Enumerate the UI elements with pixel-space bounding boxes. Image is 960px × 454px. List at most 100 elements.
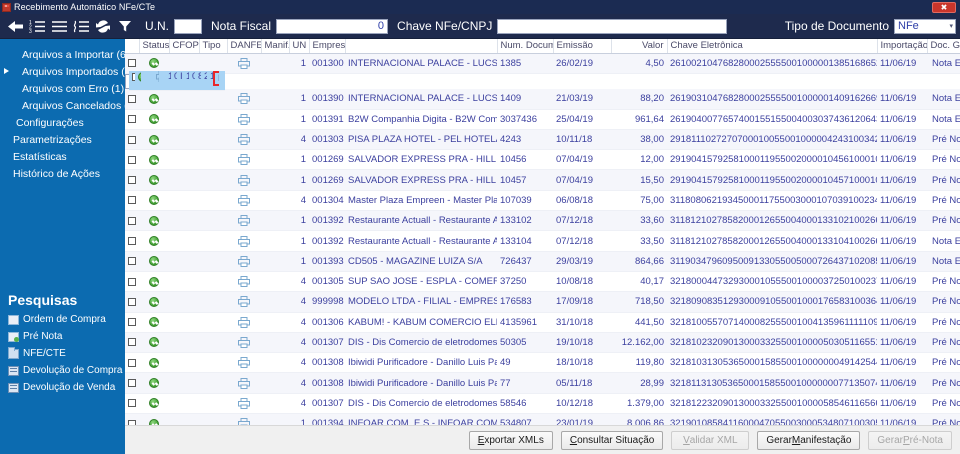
search-item-4[interactable]: Devolução de Venda <box>8 379 125 396</box>
table-row[interactable]: 4 001308 Ibiwidi Purificadore - Danillo Lu… <box>125 352 960 374</box>
danfe-print-icon-cell[interactable] <box>227 53 261 74</box>
printer-icon[interactable] <box>238 134 250 146</box>
table-row[interactable]: 4 001308 Ibiwidi Purificadore - Danillo Lu… <box>125 372 960 394</box>
search-item-3[interactable]: Devolução de Compra <box>8 362 125 379</box>
checkbox-icon[interactable] <box>128 257 136 266</box>
danfe-print-icon-cell[interactable] <box>227 393 261 415</box>
grid-col-check[interactable] <box>125 39 140 54</box>
danfe-print-icon-cell[interactable] <box>227 210 261 232</box>
checkbox-icon[interactable] <box>132 72 135 81</box>
checkbox-icon[interactable] <box>128 358 136 367</box>
printer-icon[interactable] <box>238 316 250 328</box>
grid-col-importacao[interactable]: Importação <box>877 39 928 54</box>
chave-input[interactable] <box>497 18 728 34</box>
table-row[interactable]: 1 001392 Restaurante Actuall - Restaurante… <box>125 210 960 232</box>
checkbox-icon[interactable] <box>128 94 136 103</box>
row-checkbox[interactable] <box>125 251 139 272</box>
grid-col-valor[interactable]: Valor <box>611 39 668 54</box>
checkbox-icon[interactable] <box>128 176 136 185</box>
un-input[interactable] <box>174 18 202 34</box>
checkbox-icon[interactable] <box>128 297 136 306</box>
grid-col-empresa[interactable] <box>345 39 498 54</box>
printer-icon[interactable] <box>238 113 250 125</box>
danfe-print-icon-cell[interactable] <box>227 332 261 354</box>
printer-icon[interactable] <box>238 93 250 105</box>
sidebar-item-6[interactable]: Estatísticas <box>0 148 125 165</box>
row-checkbox[interactable] <box>125 109 139 130</box>
sidebar-item-7[interactable]: Histórico de Ações <box>0 165 125 182</box>
sidebar-item-3[interactable]: Arquivos Cancelados (0) <box>0 97 137 114</box>
checkbox-icon[interactable] <box>128 379 136 388</box>
row-checkbox[interactable] <box>125 230 139 252</box>
row-checkbox[interactable] <box>125 352 139 374</box>
sidebar-item-1[interactable]: Arquivos Importados (95) <box>0 63 140 80</box>
grid-col-emissao[interactable]: Emissão <box>553 39 612 54</box>
printer-icon[interactable] <box>238 377 250 389</box>
row-checkbox[interactable] <box>125 312 139 333</box>
printer-icon[interactable] <box>238 57 250 69</box>
refresh-icon[interactable] <box>92 15 114 37</box>
printer-icon[interactable] <box>238 276 250 288</box>
sidebar-item-0[interactable]: Arquivos a Importar (618) <box>0 46 141 63</box>
tipo-documento-select[interactable]: NFe ▾ <box>894 18 956 34</box>
checkbox-icon[interactable] <box>128 115 136 124</box>
row-checkbox[interactable] <box>125 169 139 191</box>
grid-col-doc_gerado[interactable]: Doc. Gerado <box>927 39 960 54</box>
printer-icon[interactable] <box>238 296 250 308</box>
checkbox-icon[interactable] <box>128 155 136 164</box>
row-checkbox[interactable] <box>125 210 139 232</box>
row-checkbox[interactable] <box>125 372 139 394</box>
checkbox-icon[interactable] <box>128 135 136 144</box>
sidebar-item-5[interactable]: Parametrizações <box>0 131 125 148</box>
danfe-print-icon-cell[interactable] <box>227 109 261 130</box>
search-item-2[interactable]: NFE/CTE <box>8 345 125 362</box>
row-checkbox[interactable] <box>125 393 139 415</box>
danfe-print-icon-cell[interactable] <box>227 88 261 110</box>
row-checkbox[interactable] <box>125 53 139 74</box>
table-row[interactable]: 1 001392 Restaurante Actuall - Restaurante… <box>125 230 960 252</box>
nota-fiscal-input[interactable]: 0 <box>276 18 389 34</box>
checkbox-icon[interactable] <box>128 318 136 327</box>
row-checkbox[interactable] <box>125 149 139 171</box>
grid-col-tipo[interactable]: Tipo <box>199 39 228 54</box>
row-checkbox[interactable] <box>125 332 139 354</box>
danfe-print-icon-cell[interactable] <box>227 129 261 151</box>
grid-col-num_documento[interactable]: Num. Documento <box>497 39 554 54</box>
search-item-0[interactable]: Ordem de Compra <box>8 311 125 328</box>
danfe-print-icon-cell[interactable] <box>153 71 159 92</box>
danfe-print-icon-cell[interactable] <box>227 372 261 394</box>
grid-col-cfop[interactable]: CFOP <box>169 39 200 54</box>
printer-icon[interactable] <box>238 397 250 409</box>
back-arrow-icon[interactable] <box>4 15 26 37</box>
sidebar-item-4[interactable]: Configurações <box>0 114 125 131</box>
checkbox-icon[interactable] <box>128 237 136 245</box>
grid-col-empresa_cod[interactable]: Empresa <box>309 39 346 54</box>
row-checkbox[interactable] <box>125 271 139 293</box>
danfe-print-icon-cell[interactable] <box>227 251 261 272</box>
list-lines-icon[interactable] <box>48 15 70 37</box>
printer-icon[interactable] <box>238 174 250 186</box>
grid-col-un[interactable]: UN <box>289 39 310 54</box>
danfe-print-icon-cell[interactable] <box>227 169 261 191</box>
checkbox-icon[interactable] <box>128 277 136 286</box>
sidebar-item-2[interactable]: Arquivos com Erro (1) <box>0 80 125 97</box>
printer-icon[interactable] <box>238 194 250 206</box>
row-checkbox[interactable] <box>125 88 139 110</box>
checkbox-icon[interactable] <box>128 59 136 68</box>
danfe-print-icon-cell[interactable] <box>227 271 261 293</box>
grid-col-status[interactable]: Status <box>139 39 170 54</box>
danfe-print-icon-cell[interactable] <box>227 230 261 252</box>
row-checkbox[interactable] <box>129 71 135 92</box>
